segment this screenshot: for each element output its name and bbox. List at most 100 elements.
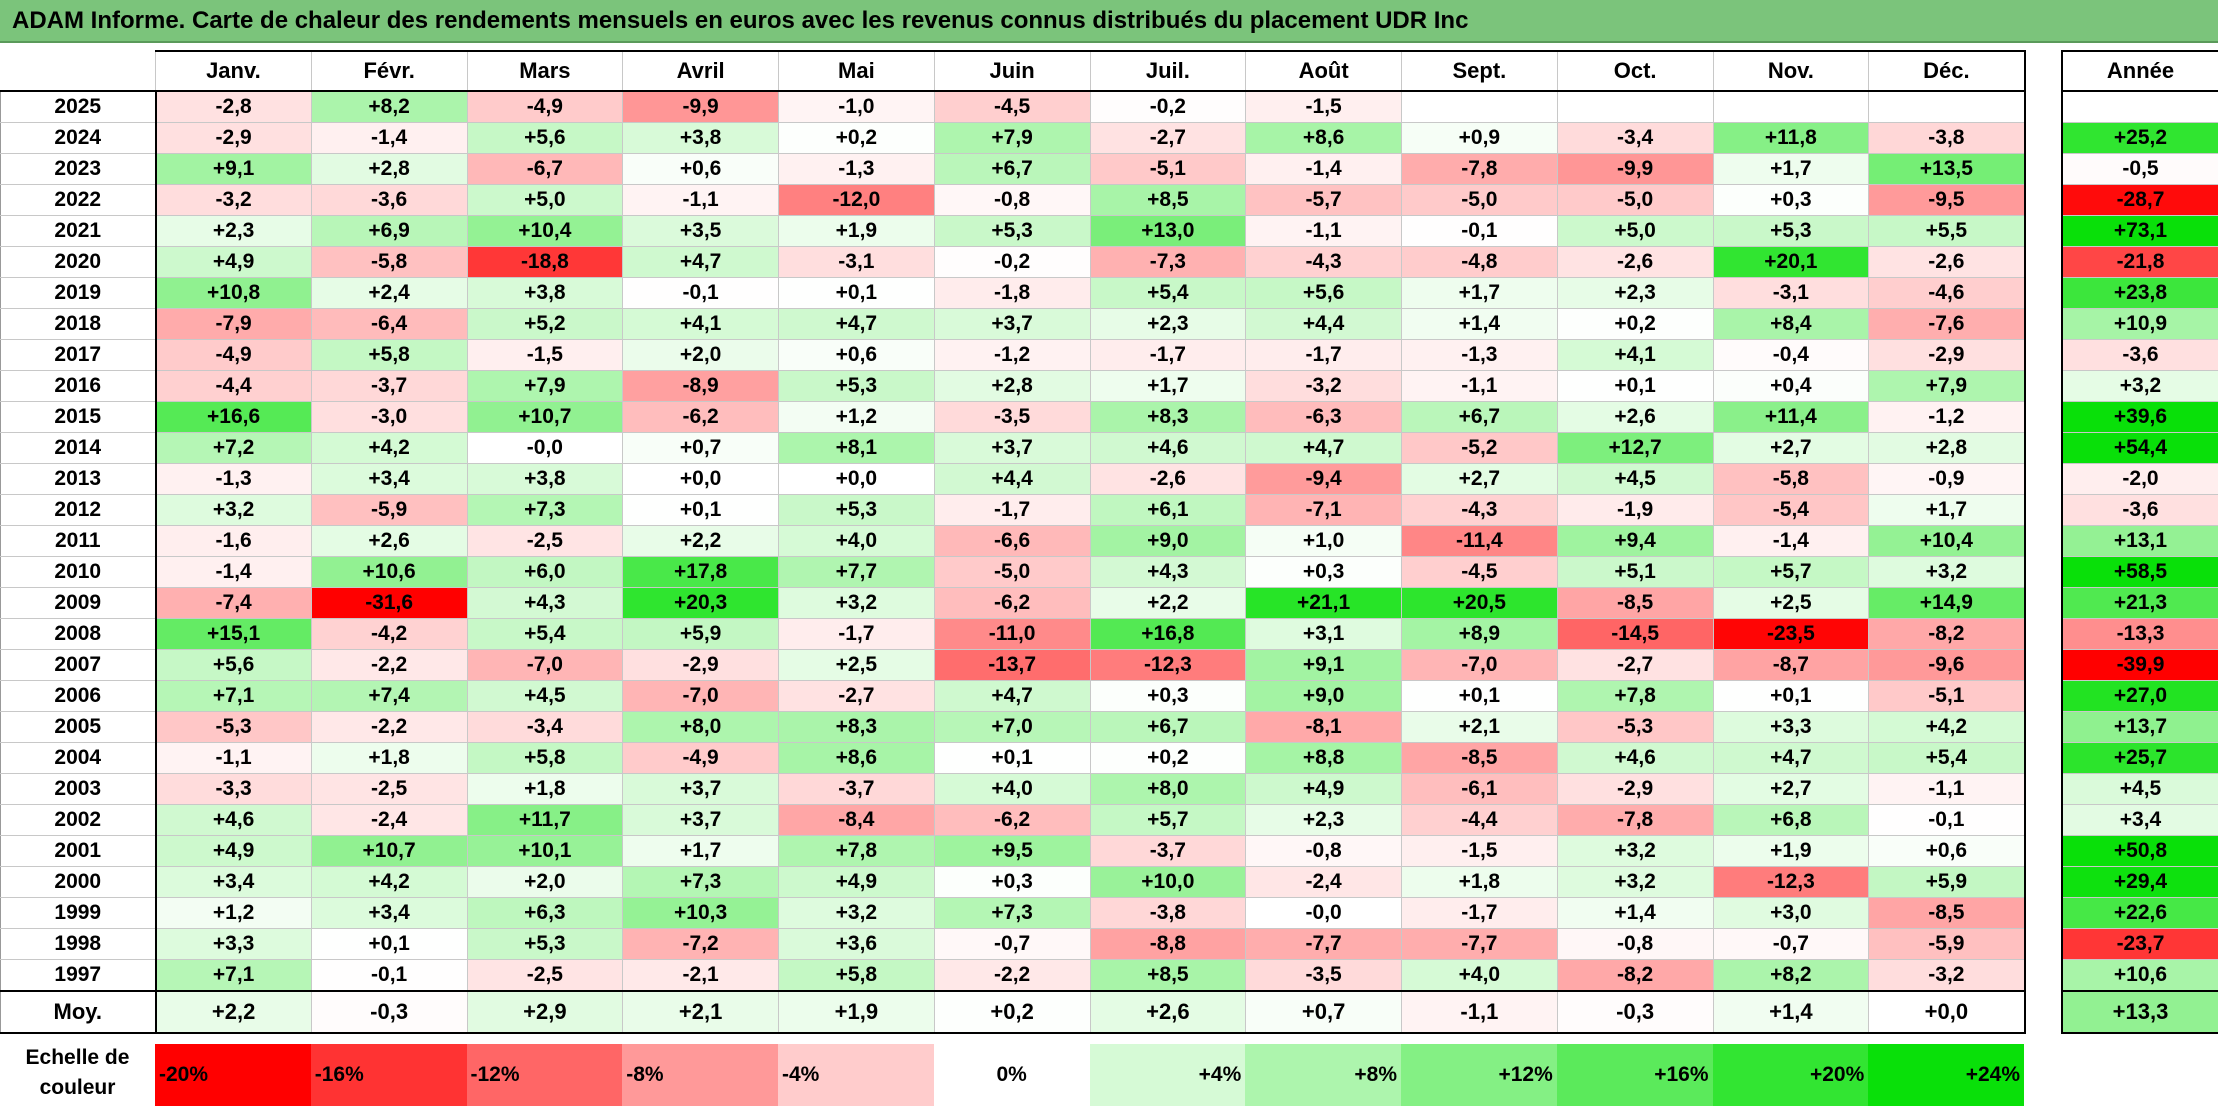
heatmap-cell: +2,5 [1712,587,1870,619]
heatmap-cell: +2,8 [310,153,468,185]
monthly-heatmap-table: Janv. Févr. Mars Avril Mai Juin Juil. Août Sept.… [0,50,2026,1034]
heatmap-cell: +8,6 [1245,122,1402,154]
heatmap-cell: -1,5 [1245,90,1402,123]
heatmap-cell: -8,7 [1712,649,1870,681]
annual-cell: +73,1 [2061,215,2218,247]
average-cell: +1,4 [1712,990,1870,1034]
table-row: 2010 -1,4 +10,6 +6,0 +17,8 +7,7 -5,0 +4,3 +0,3 -4… [0,556,2026,588]
table-row: 1999 +1,2 +3,4 +6,3 +10,3 +3,2 +7,3 -3,8 -0,0 -1,… [0,897,2026,929]
heatmap-cell: -0,9 [1868,463,2026,495]
heatmap-cell: -11,0 [933,618,1091,650]
heatmap-cell: +7,0 [933,711,1091,743]
color-scale-legend: Echelle de couleur -20% -16% -12% -8% -4% 0% +… [0,1040,2024,1106]
heatmap-cell: +4,1 [622,308,779,340]
table-row: 2022 -3,2 -3,6 +5,0 -1,1 -12,0 -0,8 +8,5 -5,7 -5,… [0,184,2026,216]
heatmap-cell: -1,1 [1401,370,1558,402]
heatmap-cell: -2,9 [155,122,312,154]
heatmap-cell: +5,7 [1712,556,1870,588]
heatmap-cell: +1,0 [1245,525,1402,557]
header-corner [0,51,156,92]
heatmap-cell: -6,2 [933,804,1091,836]
heatmap-cell: -2,5 [310,773,468,805]
heatmap-cell: -3,5 [933,401,1091,433]
heatmap-cell: +4,6 [155,804,312,836]
annual-cell: -13,3 [2061,618,2218,650]
heatmap-cell: +7,1 [155,680,312,712]
heatmap-cell: +2,6 [1556,401,1714,433]
month-header: Juil. [1089,50,1247,92]
heatmap-cell: -12,3 [1712,866,1870,898]
heatmap-cell: -1,3 [1401,339,1558,371]
heatmap-cell: -11,4 [1401,525,1558,557]
heatmap-cell: +4,0 [933,773,1091,805]
color-scale-stop: -12% [466,1044,623,1106]
heatmap-cell: +20,5 [1401,587,1558,619]
year-label: 2002 [0,804,157,836]
annual-cell: -0,5 [2061,153,2218,185]
heatmap-cell: +20,1 [1712,246,1870,278]
heatmap-cell: +5,8 [466,742,624,774]
heatmap-cell: +10,7 [466,401,624,433]
heatmap-cell: -5,3 [155,711,312,743]
heatmap-cell: -2,5 [466,959,624,992]
table-row: 2020 +4,9 -5,8 -18,8 +4,7 -3,1 -0,2 -7,3 -4,3 -4,… [0,246,2026,278]
heatmap-cell: +3,7 [933,432,1091,464]
heatmap-cell: +2,4 [310,277,468,309]
heatmap-cell: -8,1 [1245,711,1402,743]
heatmap-cell: +7,8 [778,835,935,867]
heatmap-cell: -12,3 [1089,649,1247,681]
heatmap-cell: +5,6 [1245,277,1402,309]
heatmap-cell: -2,6 [1556,246,1714,278]
heatmap-cell: +0,3 [1712,184,1870,216]
heatmap-cell: -4,4 [1401,804,1558,836]
heatmap-cell: -3,5 [1245,959,1402,992]
month-header: Oct. [1556,50,1714,92]
heatmap-cell: -18,8 [466,246,624,278]
year-label: 2015 [0,401,157,433]
heatmap-cell: +3,4 [155,866,312,898]
heatmap-cell: -6,3 [1245,401,1402,433]
heatmap-cell: +4,4 [1245,308,1402,340]
heatmap-cell: -1,5 [1401,835,1558,867]
annual-cell: -2,0 [2061,463,2218,495]
heatmap-cell: +1,9 [778,215,935,247]
heatmap-cell: +3,7 [622,773,779,805]
heatmap-cell: +10,0 [1089,866,1247,898]
heatmap-cell: +3,8 [466,463,624,495]
heatmap-cell: -1,7 [778,618,935,650]
annual-cell: +3,2 [2061,370,2218,402]
heatmap-cell: +5,1 [1556,556,1714,588]
heatmap-cell: -2,7 [778,680,935,712]
heatmap-cell: -4,5 [1401,556,1558,588]
average-cell: +0,7 [1245,990,1402,1034]
heatmap-cell: +3,3 [155,928,312,960]
heatmap-cell: +9,0 [1089,525,1247,557]
heatmap-cell: +2,0 [466,866,624,898]
heatmap-cell: -2,5 [466,525,624,557]
color-scale-stop: -20% [155,1044,311,1106]
heatmap-cell: +2,8 [1868,432,2026,464]
heatmap-cell: -1,4 [310,122,468,154]
average-cell: +1,9 [778,990,935,1034]
heatmap-cell: +5,5 [1868,215,2026,247]
table-row: 2004 -1,1 +1,8 +5,8 -4,9 +8,6 +0,1 +0,2 +8,8 -8,5… [0,742,2026,774]
heatmap-cell: +7,4 [310,680,468,712]
table-row: 1998 +3,3 +0,1 +5,3 -7,2 +3,6 -0,7 -8,8 -7,7 -7,7… [0,928,2026,960]
heatmap-cell: +7,9 [1868,370,2026,402]
month-header: Janv. [155,50,312,92]
annual-cell: +27,0 [2061,680,2218,712]
heatmap-cell: -5,8 [310,246,468,278]
heatmap-cell: -1,2 [1868,401,2026,433]
heatmap-cell: -1,7 [1245,339,1402,371]
heatmap-cell: -1,4 [155,556,312,588]
table-row: 2011 -1,6 +2,6 -2,5 +2,2 +4,0 -6,6 +9,0 +1,0 -11,… [0,525,2026,557]
heatmap-cell: -1,2 [933,339,1091,371]
table-row: 2009 -7,4 -31,6 +4,3 +20,3 +3,2 -6,2 +2,2 +21,1 +… [0,587,2026,619]
table-row: 1997 +7,1 -0,1 -2,5 -2,1 +5,8 -2,2 +8,5 -3,5 +4,0… [0,959,2026,992]
heatmap-cell: +5,4 [1089,277,1247,309]
heatmap-cell: +9,0 [1245,680,1402,712]
year-label: 2004 [0,742,157,774]
month-header: Sept. [1401,50,1558,92]
heatmap-cell: +4,9 [155,835,312,867]
heatmap-cell: -0,2 [1089,90,1247,123]
